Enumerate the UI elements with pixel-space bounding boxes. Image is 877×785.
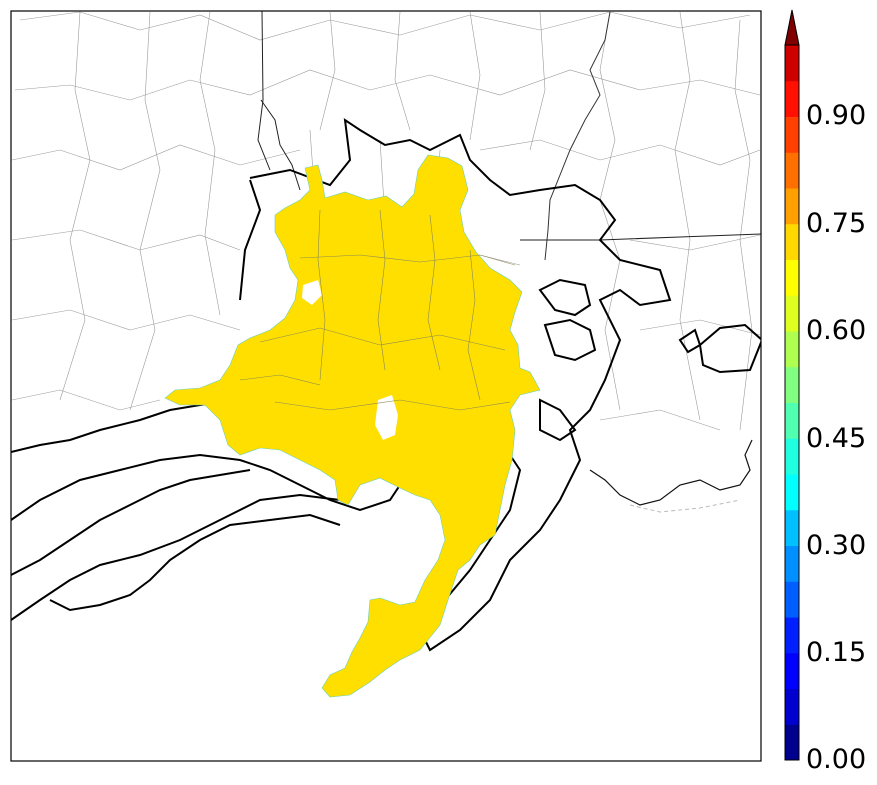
colorbar-segment <box>785 652 799 689</box>
colorbar-segment <box>785 259 799 296</box>
colorbar <box>784 9 800 761</box>
colorbar-segment <box>785 581 799 618</box>
colorbar-tick-2: 0.60 <box>806 315 867 346</box>
colorbar-segment <box>785 724 799 761</box>
colorbar-segment <box>785 116 799 153</box>
colorbar-segment <box>785 402 799 439</box>
county-lines-over-fill <box>239 209 516 411</box>
colorbar-segment <box>785 617 799 654</box>
colorbar-segment <box>785 366 799 403</box>
fill-hole-1 <box>302 280 322 305</box>
colorbar-frame <box>784 44 800 761</box>
colorbar-tick-4: 0.30 <box>806 530 867 561</box>
colorbar-extend-arrow <box>784 9 800 46</box>
colorbar-segment <box>785 80 799 117</box>
probability-fill <box>164 154 541 698</box>
colorbar-segment <box>785 188 799 225</box>
colorbar-segment <box>785 223 799 260</box>
colorbar-segment <box>785 45 799 82</box>
colorbar-segment <box>785 152 799 189</box>
colorbar-tick-0: 0.90 <box>806 100 867 131</box>
fill-hole-2 <box>375 395 398 440</box>
state-borders <box>257 11 761 241</box>
colorbar-tick-3: 0.45 <box>806 423 867 454</box>
colorbar-segment <box>785 545 799 582</box>
colorbar-segment <box>785 474 799 511</box>
colorbar-segment <box>785 295 799 332</box>
river <box>544 11 611 261</box>
colorbar-tick-5: 0.15 <box>806 637 867 668</box>
coastline <box>589 439 753 506</box>
coastline-dashed <box>629 499 741 513</box>
colorbar-segment <box>785 688 799 725</box>
colorbar-tick-1: 0.75 <box>806 208 867 239</box>
colorbar-tick-6: 0.00 <box>806 744 867 775</box>
colorbar-segment <box>785 509 799 546</box>
colorbar-segment <box>785 331 799 368</box>
map-frame <box>10 10 762 762</box>
colorbar-segment <box>785 438 799 475</box>
